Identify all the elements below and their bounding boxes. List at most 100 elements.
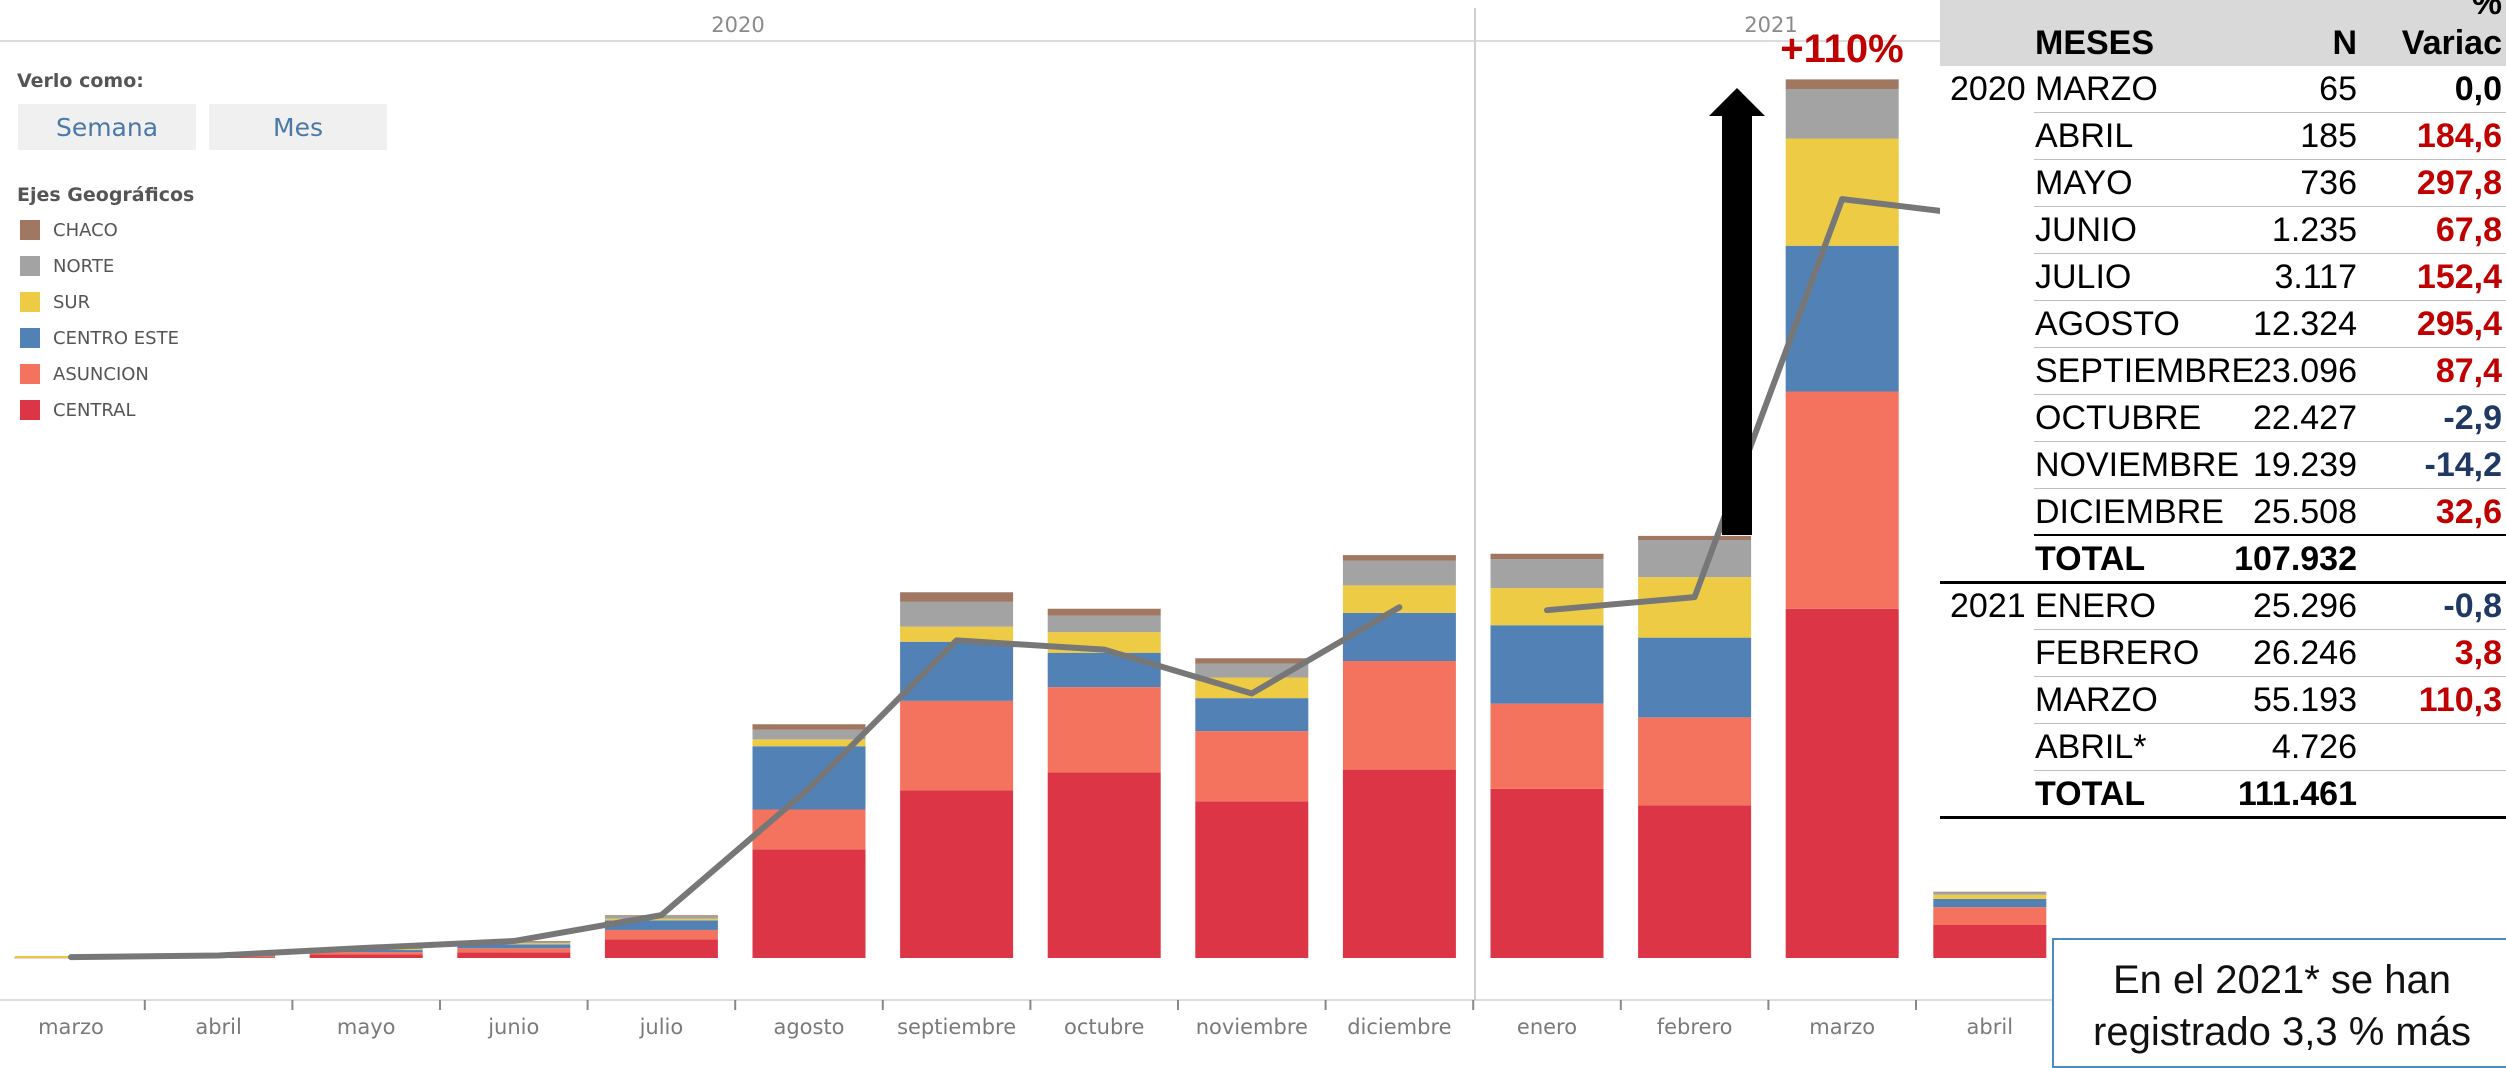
row-month: ABRIL xyxy=(2035,117,2134,155)
bar-segment-norte xyxy=(752,729,866,740)
row-variation: 0,0 xyxy=(2454,70,2502,108)
row-variation: 87,4 xyxy=(2435,352,2502,390)
bar-segment-asuncion xyxy=(752,809,866,850)
bar-segment-centro-este xyxy=(1342,612,1456,661)
bar-segment-norte xyxy=(1047,615,1161,633)
table-row: ABRIL 185 184,6 xyxy=(1940,113,2506,160)
row-n: 19.239 xyxy=(2253,446,2357,484)
arrow-head xyxy=(1709,88,1765,116)
table-row: NOVIEMBRE 19.239 -14,2 xyxy=(1940,442,2506,489)
row-n: 26.246 xyxy=(2253,634,2357,672)
row-separator xyxy=(2034,770,2506,771)
row-month: DICIEMBRE xyxy=(2035,493,2224,531)
row-n: 55.193 xyxy=(2253,681,2357,719)
month-label: agosto xyxy=(773,1015,844,1039)
table-row: AGOSTO 12.324 295,4 xyxy=(1940,301,2506,348)
bar-segment-chaco xyxy=(1933,891,2047,893)
row-separator xyxy=(2034,534,2506,536)
row-separator xyxy=(2034,112,2506,113)
row-separator xyxy=(2034,441,2506,442)
legend-swatch xyxy=(20,220,40,240)
row-n: 23.096 xyxy=(2253,352,2357,390)
legend-item[interactable]: NORTE xyxy=(20,248,179,284)
bar-segment-centro-este xyxy=(1195,698,1309,732)
month-label: abril xyxy=(1967,1015,2014,1039)
row-month: NOVIEMBRE xyxy=(2035,446,2240,484)
row-month: ABRIL* xyxy=(2035,728,2147,766)
row-variation: 67,8 xyxy=(2435,211,2502,249)
note-line-2: registrado 3,3 % más xyxy=(2093,1010,2471,1054)
row-separator xyxy=(2034,629,2506,630)
table-row: OCTUBRE 22.427 -2,9 xyxy=(1940,395,2506,442)
bar-segment-asuncion xyxy=(1933,907,2047,925)
legend-swatch xyxy=(20,328,40,348)
row-month: MARZO xyxy=(2035,70,2158,108)
bar-segment-asuncion xyxy=(900,700,1014,791)
legend-item[interactable]: CHACO xyxy=(20,212,179,248)
row-separator xyxy=(2034,159,2506,160)
monthly-table: MESES N % Variac 2020 MARZO 65 0,0 ABRIL 185 1… xyxy=(1940,0,2506,819)
table-row: MARZO 55.193 110,3 xyxy=(1940,677,2506,724)
month-label: noviembre xyxy=(1196,1015,1308,1039)
bar-segment-norte xyxy=(1785,89,1899,139)
bar-segment-norte xyxy=(1933,892,2047,895)
bar-segment-asuncion xyxy=(457,948,571,953)
row-variation: 3,8 xyxy=(2454,634,2502,672)
table-header xyxy=(1940,0,2506,66)
row-separator xyxy=(2034,300,2506,301)
legend-item[interactable]: CENTRAL xyxy=(20,392,179,428)
legend-label: NORTE xyxy=(53,255,115,277)
bar-segment-centro-este xyxy=(457,944,571,949)
pct-annotation: +110% xyxy=(1780,27,1903,71)
month-label: septiembre xyxy=(897,1015,1016,1039)
bar-segment-asuncion xyxy=(1195,731,1309,802)
bar-segment-sur xyxy=(1785,138,1899,246)
legend-swatch xyxy=(20,364,40,384)
bar-segment-asuncion xyxy=(1342,661,1456,770)
header-var-top: % xyxy=(2471,0,2502,22)
row-n: 111.461 xyxy=(2237,775,2357,813)
semana-button[interactable]: Semana xyxy=(18,104,196,150)
header-n: N xyxy=(2332,24,2357,62)
row-n: 107.932 xyxy=(2234,540,2357,578)
header-meses: MESES xyxy=(2035,24,2155,62)
row-separator xyxy=(2034,394,2506,395)
month-label: abril xyxy=(195,1015,242,1039)
bar-segment-central xyxy=(309,954,423,958)
month-label: mayo xyxy=(337,1015,396,1039)
bar-segment-norte xyxy=(1490,559,1604,589)
bar-segment-centro-este xyxy=(1490,625,1604,704)
table-row: JULIO 3.117 152,4 xyxy=(1940,254,2506,301)
table-row: 2021 ENERO 25.296 -0,8 xyxy=(1940,583,2506,630)
legend-swatch xyxy=(20,400,40,420)
arrow-shaft xyxy=(1722,112,1752,535)
row-month: ENERO xyxy=(2035,587,2156,625)
bar-segment-chaco xyxy=(900,592,1014,602)
bar-segment-central xyxy=(1490,788,1604,958)
bar-segment-central xyxy=(900,790,1014,958)
row-separator xyxy=(1940,581,2506,584)
trend-line-tail xyxy=(1839,196,1945,215)
row-n: 22.427 xyxy=(2253,399,2357,437)
legend-item[interactable]: CENTRO ESTE xyxy=(20,320,179,356)
legend-swatch xyxy=(20,292,40,312)
bar-segment-centro-este xyxy=(1785,245,1899,392)
legend-label: CENTRO ESTE xyxy=(53,327,179,349)
legend-item[interactable]: SUR xyxy=(20,284,179,320)
bar-segment-centro-este xyxy=(604,920,718,930)
table-row: TOTAL 107.932 xyxy=(1940,536,2506,583)
year-label: 2020 xyxy=(711,13,764,37)
row-variation: 295,4 xyxy=(2416,305,2502,343)
row-n: 25.296 xyxy=(2253,587,2357,625)
row-n: 4.726 xyxy=(2271,728,2357,766)
row-n: 736 xyxy=(2300,164,2357,202)
row-n: 25.508 xyxy=(2253,493,2357,531)
month-label: junio xyxy=(487,1015,539,1039)
mes-button[interactable]: Mes xyxy=(209,104,387,150)
row-separator xyxy=(2034,676,2506,677)
bar-segment-chaco xyxy=(1638,535,1752,540)
legend-item[interactable]: ASUNCION xyxy=(20,356,179,392)
row-separator xyxy=(2034,347,2506,348)
row-variation: 110,3 xyxy=(2418,681,2502,719)
